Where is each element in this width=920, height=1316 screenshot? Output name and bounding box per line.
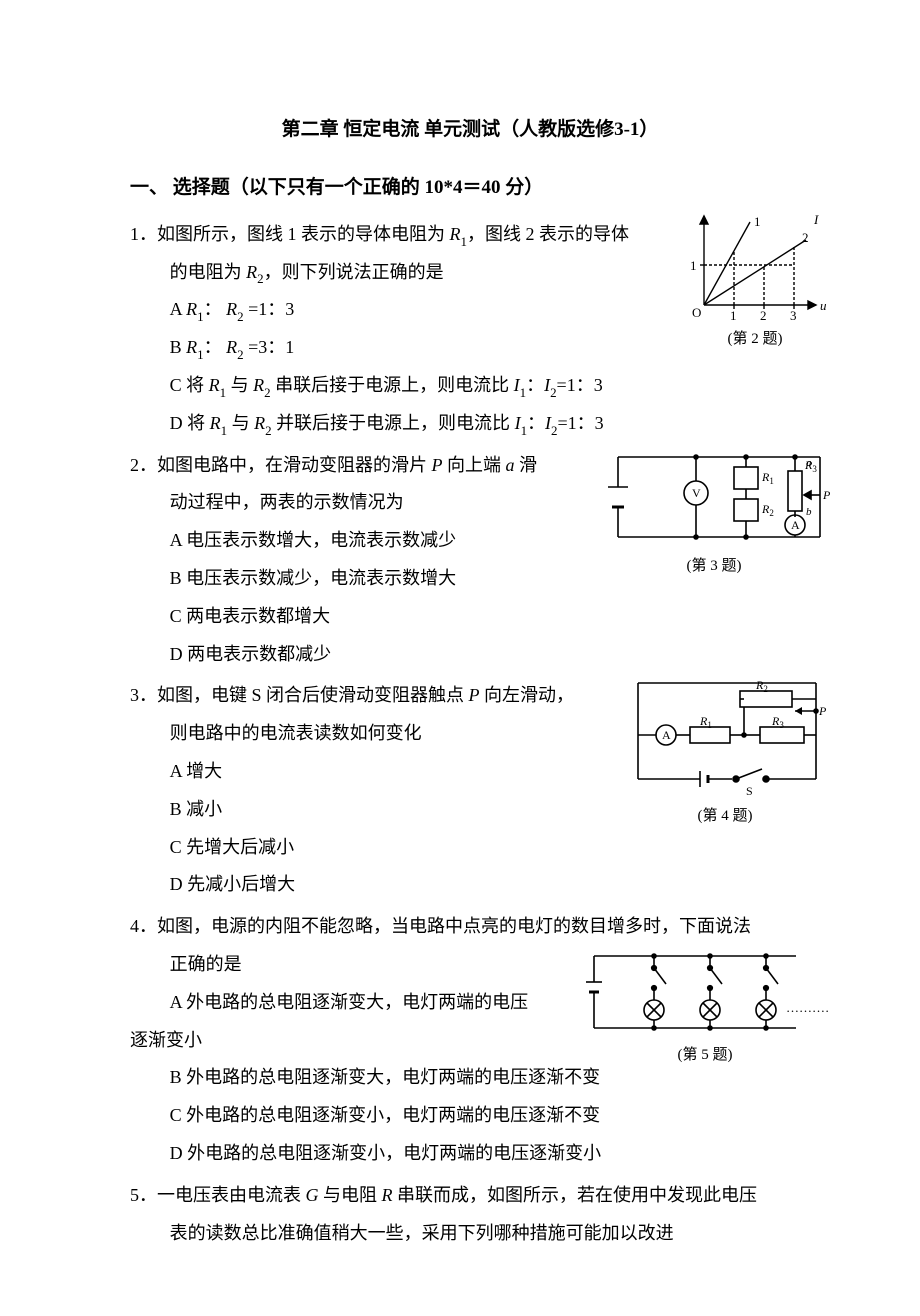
axis-u-label: u (820, 298, 827, 313)
ellipsis-dots: ………… (786, 1000, 830, 1015)
figure-q2: V A R1 R2 R3 a b P (第 3 题) (598, 441, 830, 583)
question-3: A R1 R2 R3 P S (第 4 题) 3．如图，电键 S 闭合后使滑动变… (130, 677, 810, 904)
axis-I-label: I (813, 212, 819, 227)
q1-opt-D: D 将 R1 与 R2 并联后接于电源上，则电流比 I1：I2=1：3 (170, 405, 810, 443)
svg-text:b: b (806, 506, 812, 518)
q2-opt-D: D 两电表示数都减少 (170, 636, 810, 674)
svg-text:2: 2 (760, 308, 767, 322)
figure-caption: (第 2 题) (680, 324, 830, 356)
figure-q3: A R1 R2 R3 P S (第 4 题) (620, 671, 830, 833)
q4-opt-D: D 外电路的总电阻逐渐变小，电灯两端的电压逐渐变小 (170, 1135, 810, 1173)
svg-text:1: 1 (730, 308, 737, 322)
svg-text:a: a (806, 457, 812, 469)
q1-opt-C: C 将 R1 与 R2 串联后接于电源上，则电流比 I1：I2=1：3 (170, 367, 810, 405)
figure-q4: ………… (第 5 题) (580, 942, 830, 1072)
ammeter-label: A (791, 518, 800, 532)
q4-opt-C: C 外电路的总电阻逐渐变小，电灯两端的电压逐渐不变 (170, 1097, 810, 1135)
svg-text:S: S (746, 784, 753, 798)
question-1: I u O 1 2 3 1 1 2 (第 2 题) 1．如图所示，图线 1 表示… (130, 216, 810, 443)
q3-opt-C: C 先增大后减小 (170, 829, 810, 867)
figure-caption: (第 5 题) (580, 1040, 830, 1072)
page: 第二章 恒定电流 单元测试（人教版选修3-1） 一、 选择题（以下只有一个正确的… (0, 0, 920, 1316)
svg-text:R2: R2 (761, 502, 774, 518)
svg-text:1: 1 (690, 258, 697, 273)
question-5: 5．一电压表由电流表 G 与电阻 R 串联而成，如图所示，若在使用中发现此电压 … (130, 1177, 810, 1253)
figure-caption: (第 3 题) (598, 551, 830, 583)
svg-text:R1: R1 (699, 714, 712, 730)
svg-text:R1: R1 (761, 470, 774, 486)
svg-text:3: 3 (790, 308, 797, 322)
q2-opt-C: C 两电表示数都增大 (170, 598, 810, 636)
question-4: ………… (第 5 题) 4．如图，电源的内阻不能忽略，当电路中点亮的电灯的数目… (130, 908, 810, 1173)
q3-opt-D: D 先减小后增大 (170, 866, 810, 904)
svg-text:P: P (818, 704, 827, 718)
section-heading: 一、 选择题（以下只有一个正确的 10*4＝40 分） (130, 168, 810, 208)
svg-text:R3: R3 (771, 714, 784, 730)
svg-text:2: 2 (802, 230, 809, 245)
question-2: V A R1 R2 R3 a b P (第 3 题) 2．如图电路中，在滑动变阻… (130, 447, 810, 674)
q5-stem: 5．一电压表由电流表 G 与电阻 R 串联而成，如图所示，若在使用中发现此电压 (130, 1177, 810, 1215)
figure-q1: I u O 1 2 3 1 1 2 (第 2 题) (680, 210, 830, 356)
svg-text:R2: R2 (755, 678, 768, 694)
origin-label: O (692, 305, 701, 320)
svg-text:1: 1 (754, 214, 761, 229)
q4-stem: 4．如图，电源的内阻不能忽略，当电路中点亮的电灯的数目增多时，下面说法 (130, 908, 810, 946)
figure-caption: (第 4 题) (620, 801, 830, 833)
q5-stem-cont: 表的读数总比准确值稍大一些，采用下列哪种措施可能加以改进 (130, 1215, 810, 1253)
doc-title: 第二章 恒定电流 单元测试（人教版选修3-1） (130, 110, 810, 150)
svg-text:P: P (822, 488, 830, 502)
svg-text:A: A (662, 728, 671, 742)
voltmeter-label: V (692, 486, 701, 500)
